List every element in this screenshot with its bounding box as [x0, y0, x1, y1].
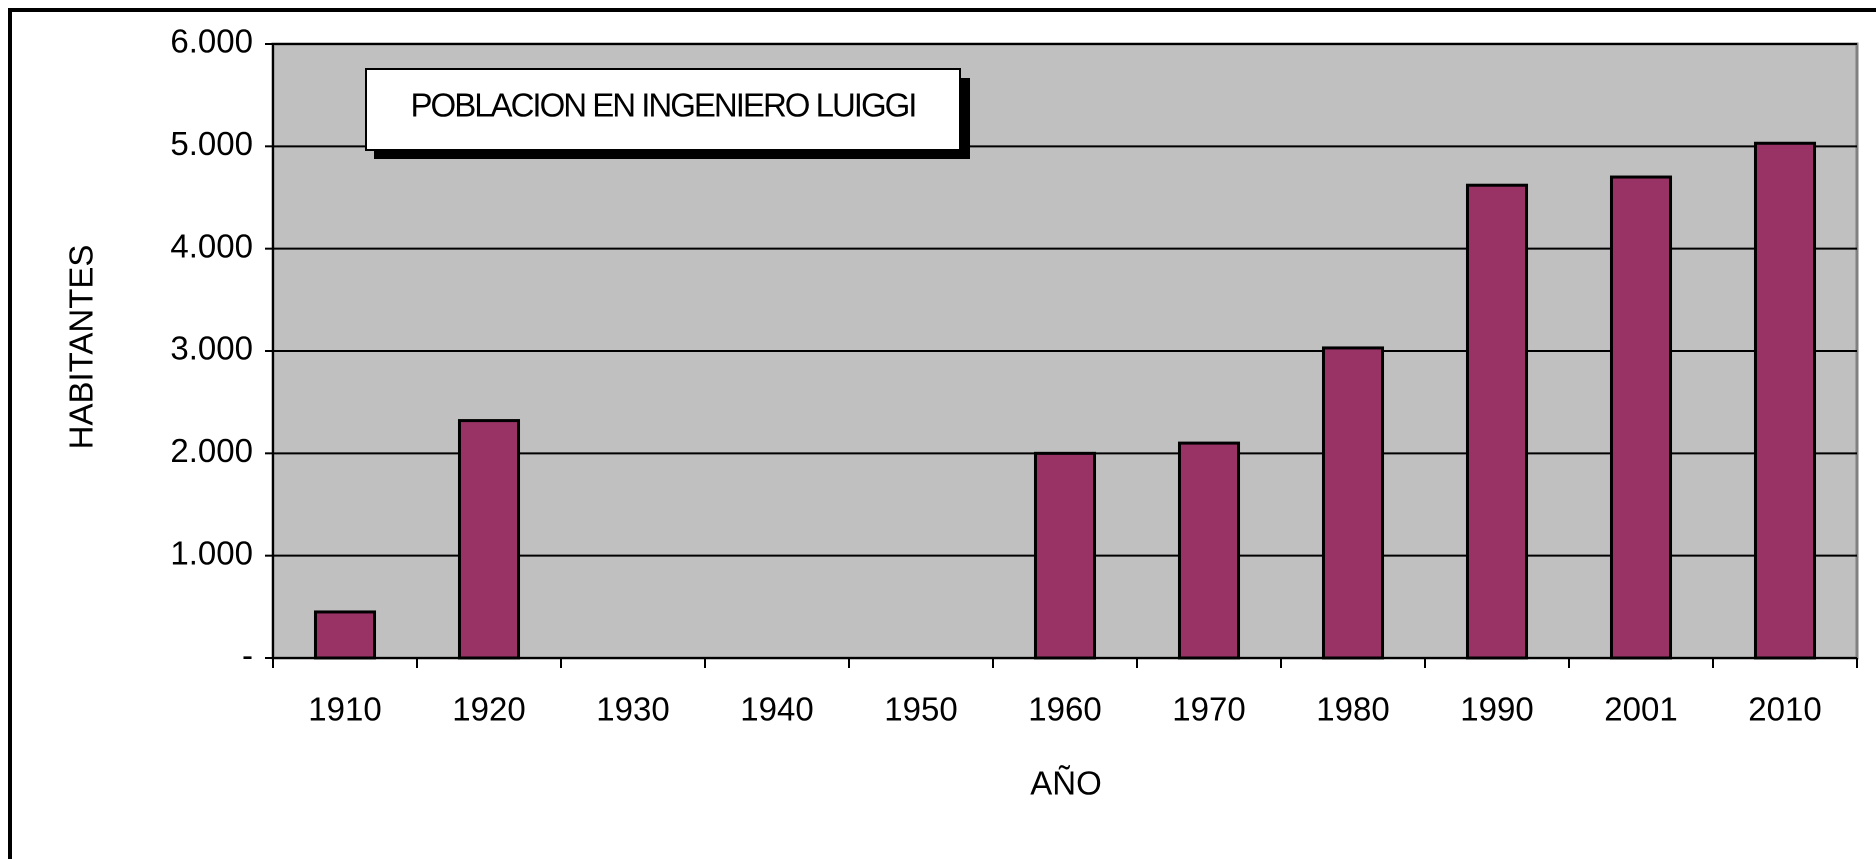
y-tick-label: 6.000: [170, 23, 253, 60]
bar: [1753, 141, 1817, 660]
bar: [1609, 175, 1673, 660]
x-tick-label: 1970: [1172, 691, 1245, 728]
y-tick-label: -: [242, 637, 253, 674]
y-axis-title: HABITANTES: [63, 245, 100, 450]
x-tick-label: 1990: [1460, 691, 1533, 728]
bar: [1177, 441, 1241, 660]
x-tick-label: 1920: [452, 691, 525, 728]
y-tick-label: 4.000: [170, 227, 253, 264]
bar: [313, 610, 377, 660]
x-tick-label: 1930: [596, 691, 669, 728]
y-tick-label: 3.000: [170, 330, 253, 367]
x-tick-label: 1980: [1316, 691, 1389, 728]
chart-title: POBLACION EN INGENIERO LUIGGI: [411, 87, 916, 124]
bar: [1321, 346, 1385, 660]
x-tick-label: 1950: [884, 691, 957, 728]
x-tick-label: 1910: [308, 691, 381, 728]
x-tick-label: 2001: [1604, 691, 1677, 728]
x-tick-label: 2010: [1748, 691, 1821, 728]
title-box: [365, 68, 961, 151]
y-tick-label: 5.000: [170, 125, 253, 162]
bar: [1465, 183, 1529, 660]
y-tick-label: 1.000: [170, 534, 253, 571]
x-tick-label: 1960: [1028, 691, 1101, 728]
bar: [1033, 451, 1097, 660]
bar: [457, 419, 521, 660]
x-axis-title: AÑO: [1030, 765, 1102, 802]
y-tick-label: 2.000: [170, 432, 253, 469]
x-tick-label: 1940: [740, 691, 813, 728]
